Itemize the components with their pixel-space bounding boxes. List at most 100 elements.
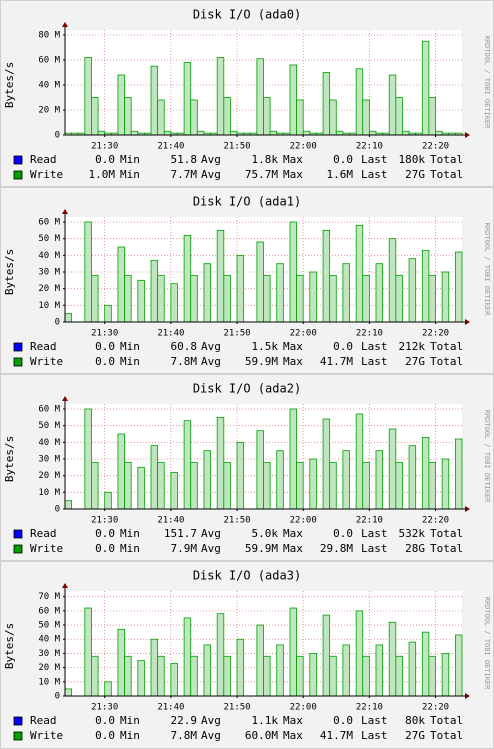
write-bar	[97, 130, 106, 136]
x-tick-label: 21:50	[223, 142, 250, 152]
write-bar	[454, 251, 463, 323]
legend-name: Write	[30, 168, 63, 181]
write-bar	[421, 631, 430, 697]
x-tick-label: 21:50	[223, 703, 250, 713]
legend-stat-label: Total	[430, 714, 463, 727]
legend-name: Write	[30, 355, 63, 368]
write-bar	[329, 461, 337, 510]
write-bar	[428, 97, 436, 136]
y-arrow	[62, 396, 68, 401]
y-tick-label: 20 M	[38, 663, 60, 673]
y-tick-label: 0	[55, 131, 60, 141]
write-bar	[91, 655, 99, 697]
write-bar	[150, 65, 159, 136]
legend-stat-label: Min	[120, 714, 140, 727]
y-axis-label: Bytes/s	[3, 62, 16, 108]
legend-stat: 27G	[405, 355, 425, 368]
write-bar	[64, 313, 73, 323]
x-tick-label: 21:40	[157, 516, 184, 526]
legend-stat-label: Avg	[201, 714, 221, 727]
legend-stat: 29.8M	[320, 542, 353, 555]
legend-stat-label: Max	[283, 168, 303, 181]
x-tick-label: 22:10	[356, 142, 383, 152]
write-bar	[256, 241, 264, 323]
write-bar	[408, 258, 417, 323]
legend-stat: 80k	[405, 714, 425, 727]
write-bar	[342, 263, 350, 323]
write-bar	[170, 283, 178, 323]
y-tick-label: 10 M	[38, 677, 60, 687]
write-bar	[421, 436, 430, 510]
x-tick-label: 21:30	[91, 703, 118, 713]
write-bar	[137, 660, 145, 697]
x-tick-label: 22:00	[290, 142, 317, 152]
write-bar	[124, 655, 132, 697]
legend-stat-label: Total	[430, 168, 463, 181]
chart-title: Disk I/O (ada0)	[193, 8, 301, 22]
write-bar	[395, 655, 403, 697]
y-tick-label: 20 M	[38, 106, 60, 116]
y-tick-label: 20 M	[38, 471, 60, 481]
x-tick-label: 22:00	[290, 329, 317, 339]
write-bar	[263, 655, 271, 697]
credit: RRDTOOL / TOBI OETIKER	[483, 36, 491, 130]
legend-swatch	[13, 716, 23, 726]
write-bar	[322, 418, 331, 510]
write-bar	[124, 461, 132, 510]
write-bar	[375, 263, 384, 323]
write-bar	[263, 461, 271, 510]
legend-stat-label: Min	[120, 527, 140, 540]
legend-stat: 212k	[399, 340, 426, 353]
write-bar	[342, 644, 350, 697]
legend-stat-label: Max	[283, 714, 303, 727]
write-bar	[190, 274, 198, 323]
write-bar	[269, 130, 278, 136]
credit: RRDTOOL / TOBI OETIKER	[483, 223, 491, 317]
chart-title: Disk I/O (ada1)	[193, 195, 301, 209]
write-bar	[91, 274, 99, 323]
legend-stat-label: Last	[361, 714, 388, 727]
write-bar	[236, 254, 245, 323]
legend-stat: 27G	[405, 729, 425, 742]
y-tick-label: 40 M	[38, 251, 60, 261]
x-tick-label: 21:50	[223, 516, 250, 526]
write-bar	[104, 491, 112, 510]
legend-stat-label: Max	[283, 527, 303, 540]
write-bar	[355, 224, 364, 323]
write-bar	[84, 607, 92, 697]
legend-stat-label: Max	[283, 542, 303, 555]
legend-stat: 60.0M	[245, 729, 278, 742]
write-bar	[223, 97, 231, 136]
legend-stat-label: Total	[430, 527, 463, 540]
legend-name: Read	[30, 340, 57, 353]
legend-stat: 75.7M	[245, 168, 278, 181]
write-bar	[170, 662, 178, 697]
write-bar	[342, 450, 350, 510]
x-tick-label: 21:40	[157, 329, 184, 339]
x-tick-label: 21:30	[91, 142, 118, 152]
legend-stat: 1.8k	[252, 153, 279, 166]
write-bar	[157, 99, 165, 136]
legend-stat: 59.9M	[245, 355, 278, 368]
write-bar	[362, 655, 370, 697]
legend-stat: 1.6M	[327, 168, 354, 181]
legend-name: Read	[30, 153, 57, 166]
write-bar	[137, 279, 145, 323]
write-bar	[454, 634, 463, 697]
write-bar	[408, 641, 417, 697]
write-bar	[441, 271, 450, 323]
x-tick-label: 21:40	[157, 142, 184, 152]
y-tick-label: 10 M	[38, 488, 60, 498]
legend-stat: 28G	[405, 542, 425, 555]
write-bar	[395, 97, 403, 136]
write-bar	[362, 274, 370, 323]
legend-stat: 151.7	[164, 527, 197, 540]
y-tick-label: 60 M	[38, 405, 60, 415]
y-tick-label: 10 M	[38, 301, 60, 311]
legend-stat: 5.0k	[252, 527, 279, 540]
y-tick-label: 40 M	[38, 81, 60, 91]
write-bar	[150, 259, 159, 323]
write-bar	[454, 438, 463, 510]
legend-stat: 41.7M	[320, 355, 353, 368]
write-bar	[124, 274, 132, 323]
